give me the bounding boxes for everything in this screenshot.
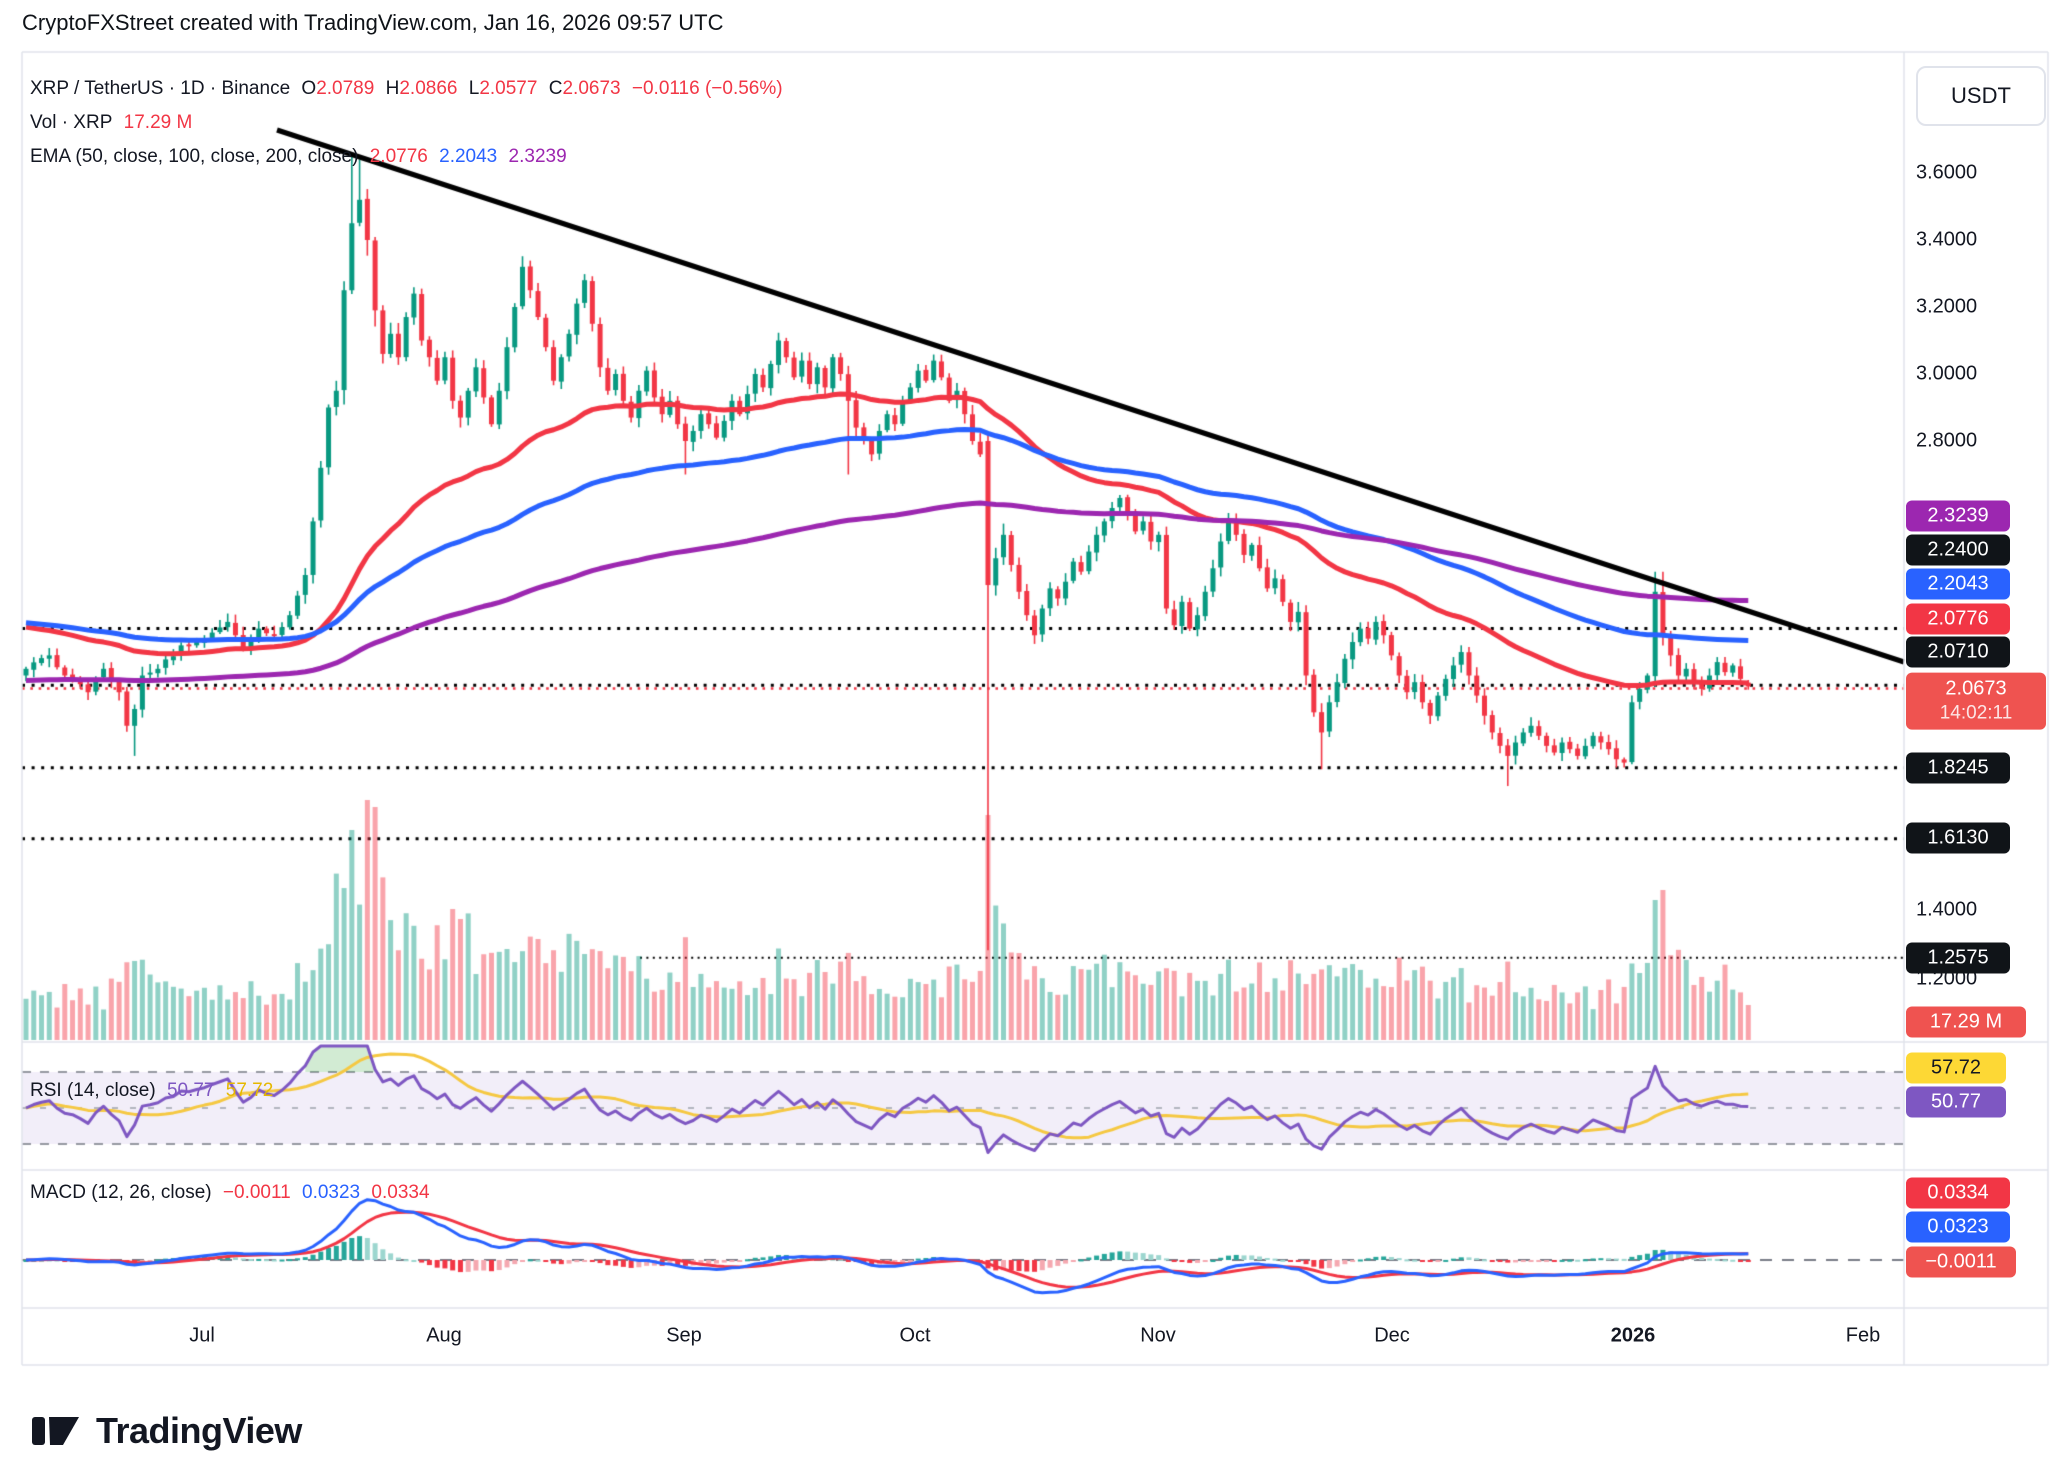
tradingview-logo[interactable]: TradingView bbox=[30, 1408, 302, 1454]
date-axis-label[interactable]: Nov bbox=[1140, 1324, 1176, 1347]
price-badge: 1.8245 bbox=[1906, 752, 2010, 784]
ohlc-close-value: 2.0673 bbox=[562, 78, 621, 99]
macd-badge: −0.0011 bbox=[1906, 1246, 2016, 1278]
price-badge: 1.2575 bbox=[1906, 942, 2010, 974]
date-axis-label[interactable]: Jul bbox=[189, 1324, 215, 1347]
ohlc-open-label: O bbox=[301, 78, 317, 99]
ohlc-open-value: 2.0789 bbox=[316, 78, 375, 99]
price-axis-label: 3.4000 bbox=[1916, 228, 1978, 251]
price-axis-label: 3.0000 bbox=[1916, 362, 1978, 385]
price-badge: 1.6130 bbox=[1906, 822, 2010, 854]
symbol-title: XRP / TetherUS · 1D · Binance bbox=[30, 78, 291, 99]
macd-label: MACD (12, 26, close) bbox=[30, 1182, 212, 1203]
price-badge: 2.0776 bbox=[1906, 603, 2010, 635]
macd-signal-value: 0.0334 bbox=[371, 1182, 430, 1203]
ema200-value: 2.3239 bbox=[508, 146, 567, 167]
date-axis-label[interactable]: Oct bbox=[899, 1324, 931, 1347]
rsi-value: 50.77 bbox=[166, 1080, 215, 1101]
date-axis-label[interactable]: Feb bbox=[1845, 1324, 1881, 1347]
rsi-badge: 57.72 bbox=[1906, 1052, 2006, 1084]
date-axis-label[interactable]: Sep bbox=[666, 1324, 702, 1347]
price-badge: 2.2043 bbox=[1906, 568, 2010, 600]
price-badge: 2.0673 14:02:11 bbox=[1906, 672, 2046, 730]
ohlc-high-value: 2.0866 bbox=[399, 78, 458, 99]
rsi-label: RSI (14, close) bbox=[30, 1080, 156, 1101]
ema-legend[interactable]: EMA (50, close, 100, close, 200, close) … bbox=[30, 146, 573, 168]
macd-hist-value: −0.0011 bbox=[222, 1182, 291, 1203]
tradingview-logo-icon bbox=[32, 1417, 79, 1445]
price-badge: 2.0710 bbox=[1906, 636, 2010, 668]
macd-badge: 0.0334 bbox=[1906, 1177, 2010, 1209]
price-badge: 2.2400 bbox=[1906, 534, 2010, 566]
price-axis-label: 3.2000 bbox=[1916, 295, 1978, 318]
date-axis-label[interactable]: Aug bbox=[426, 1324, 462, 1347]
change-value: −0.0116 (−0.56%) bbox=[631, 78, 783, 99]
rsi-ma-value: 57.72 bbox=[225, 1080, 274, 1101]
rsi-legend[interactable]: RSI (14, close) 50.77 57.72 bbox=[30, 1080, 279, 1102]
volume-label: Vol · XRP bbox=[30, 112, 113, 133]
ohlc-high-label: H bbox=[385, 78, 400, 99]
price-badge: 2.3239 bbox=[1906, 500, 2010, 532]
ema-label: EMA (50, close, 100, close, 200, close) bbox=[30, 146, 359, 167]
ema100-value: 2.2043 bbox=[439, 146, 498, 167]
currency-toggle-button[interactable]: USDT bbox=[1916, 66, 2046, 126]
volume-value: 17.29 M bbox=[123, 112, 193, 133]
price-axis-label: 2.8000 bbox=[1916, 429, 1978, 452]
ohlc-low-value: 2.0577 bbox=[479, 78, 538, 99]
date-axis-label[interactable]: Dec bbox=[1374, 1324, 1410, 1347]
attribution-text: CryptoFXStreet created with TradingView.… bbox=[22, 10, 724, 35]
ema50-value: 2.0776 bbox=[369, 146, 428, 167]
macd-badge: 0.0323 bbox=[1906, 1211, 2010, 1243]
rsi-badge: 50.77 bbox=[1906, 1086, 2006, 1118]
macd-legend[interactable]: MACD (12, 26, close) −0.0011 0.0323 0.03… bbox=[30, 1182, 436, 1204]
tradingview-wordmark: TradingView bbox=[96, 1410, 302, 1451]
date-axis-label[interactable]: 2026 bbox=[1610, 1324, 1656, 1347]
ohlc-low-label: L bbox=[468, 78, 480, 99]
price-axis-label: 1.4000 bbox=[1916, 898, 1978, 921]
ohlc-close-label: C bbox=[548, 78, 563, 99]
symbol-legend[interactable]: XRP / TetherUS · 1D · Binance O2.0789 H2… bbox=[30, 78, 789, 100]
price-badge: 17.29 M bbox=[1906, 1006, 2026, 1038]
price-axis-label: 3.6000 bbox=[1916, 161, 1978, 184]
volume-legend[interactable]: Vol · XRP 17.29 M bbox=[30, 112, 198, 134]
macd-line-value: 0.0323 bbox=[302, 1182, 361, 1203]
